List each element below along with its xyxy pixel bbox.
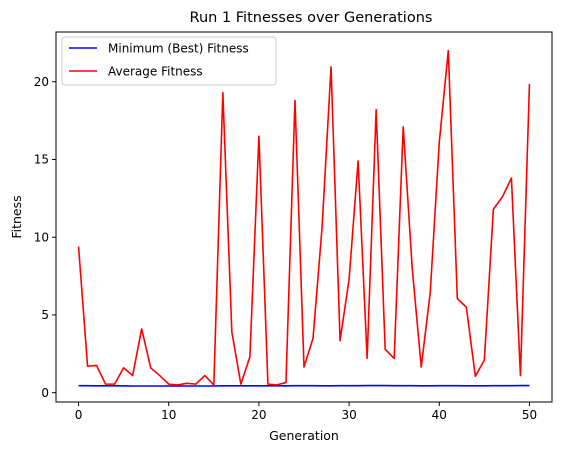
x-axis: 0 10 20 30 40 50 — [75, 402, 537, 422]
y-tick-label: 0 — [41, 386, 49, 400]
x-tick-label: 50 — [522, 408, 537, 422]
y-axis-label: Fitness — [9, 195, 24, 238]
x-tick-label: 30 — [341, 408, 356, 422]
series-line-average-fitness — [79, 51, 530, 385]
x-tick-label: 10 — [161, 408, 176, 422]
legend: Minimum (Best) Fitness Average Fitness — [62, 37, 276, 85]
legend-label-minimum: Minimum (Best) Fitness — [108, 42, 249, 56]
legend-label-average: Average Fitness — [108, 65, 203, 79]
x-tick-label: 0 — [75, 408, 83, 422]
y-tick-label: 5 — [41, 308, 49, 322]
x-axis-label: Generation — [269, 428, 339, 443]
y-tick-label: 10 — [34, 230, 49, 244]
y-axis: 0 5 10 15 20 — [34, 75, 56, 400]
y-tick-label: 20 — [34, 75, 49, 89]
chart-title: Run 1 Fitnesses over Generations — [190, 10, 433, 26]
x-tick-label: 20 — [251, 408, 266, 422]
y-tick-label: 15 — [34, 153, 49, 167]
x-tick-label: 40 — [432, 408, 447, 422]
